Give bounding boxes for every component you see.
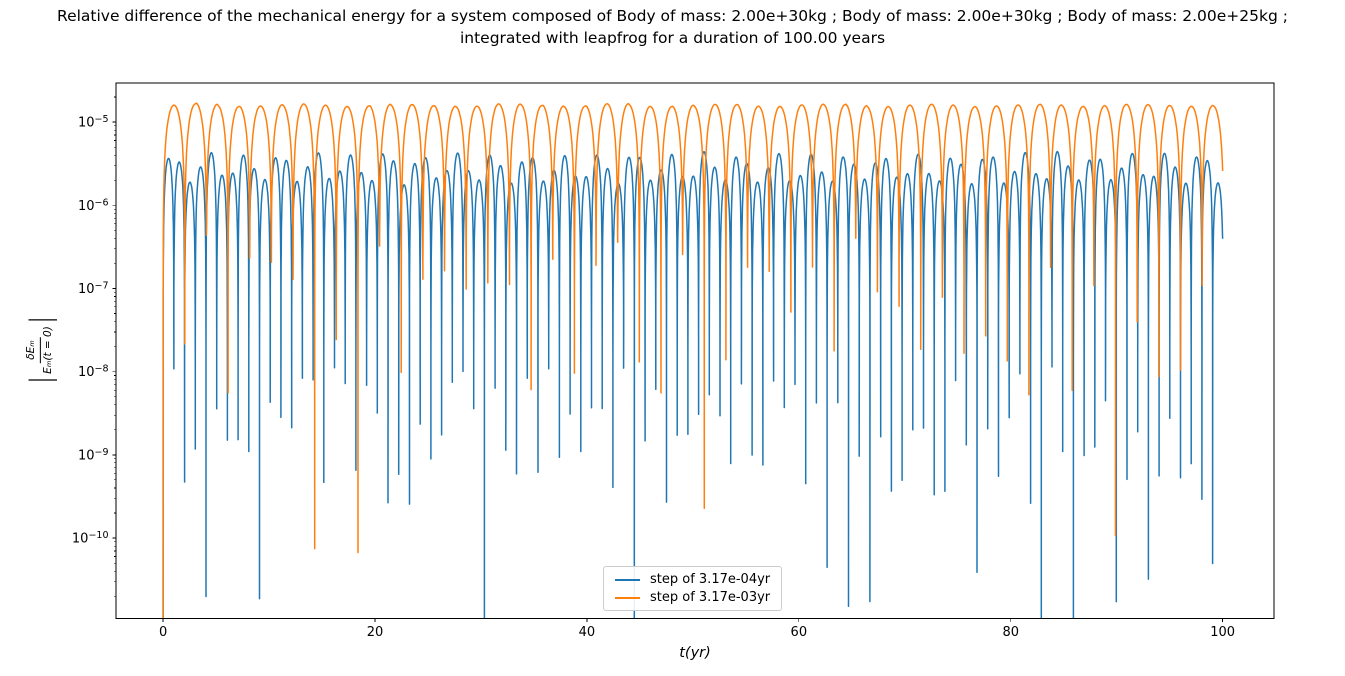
series-line-1 (162, 102, 1224, 619)
series-line-0 (162, 150, 1224, 619)
ylabel-denominator: Eₘ(t = 0) (41, 326, 54, 374)
y-tick-label: 10−6 (78, 197, 109, 214)
chart-title: Relative difference of the mechanical en… (0, 6, 1345, 49)
legend-line-sample-blue (615, 578, 640, 581)
x-tick-label: 0 (159, 625, 167, 640)
x-axis-label: t(yr) (679, 645, 711, 661)
legend-label-orange: step of 3.17e-03yr (650, 590, 771, 605)
ylabel-right-bar: | (23, 315, 57, 325)
y-axis-label: | δEₘ Eₘ(t = 0) | (23, 315, 57, 385)
axes-spines (115, 82, 1275, 619)
legend-entry-orange: step of 3.17e-03yr (615, 590, 773, 605)
y-tick-label: 10−5 (78, 114, 109, 131)
x-tick-label: 100 (1210, 625, 1235, 640)
y-tick-label: 10−8 (78, 364, 109, 381)
legend-line-sample-orange (615, 596, 640, 599)
x-tick-label: 80 (1002, 625, 1019, 640)
chart-title-line2: integrated with leapfrog for a duration … (459, 28, 886, 47)
legend-entry-blue: step of 3.17e-04yr (615, 572, 773, 587)
ylabel-left-bar: | (23, 375, 57, 385)
legend: step of 3.17e-04yr step of 3.17e-03yr (603, 566, 782, 611)
ylabel-numerator: δEₘ (24, 337, 41, 363)
y-tick-label: 10−10 (72, 530, 109, 547)
chart-title-line1: Relative difference of the mechanical en… (57, 7, 1288, 25)
ylabel-fraction: δEₘ Eₘ(t = 0) (24, 326, 55, 374)
legend-label-blue: step of 3.17e-04yr (650, 572, 771, 587)
y-tick-label: 10−9 (78, 447, 109, 464)
x-tick-label: 40 (579, 625, 596, 640)
y-tick-label: 10−7 (78, 280, 109, 297)
x-tick-label: 20 (367, 625, 384, 640)
x-tick-label: 60 (791, 625, 808, 640)
